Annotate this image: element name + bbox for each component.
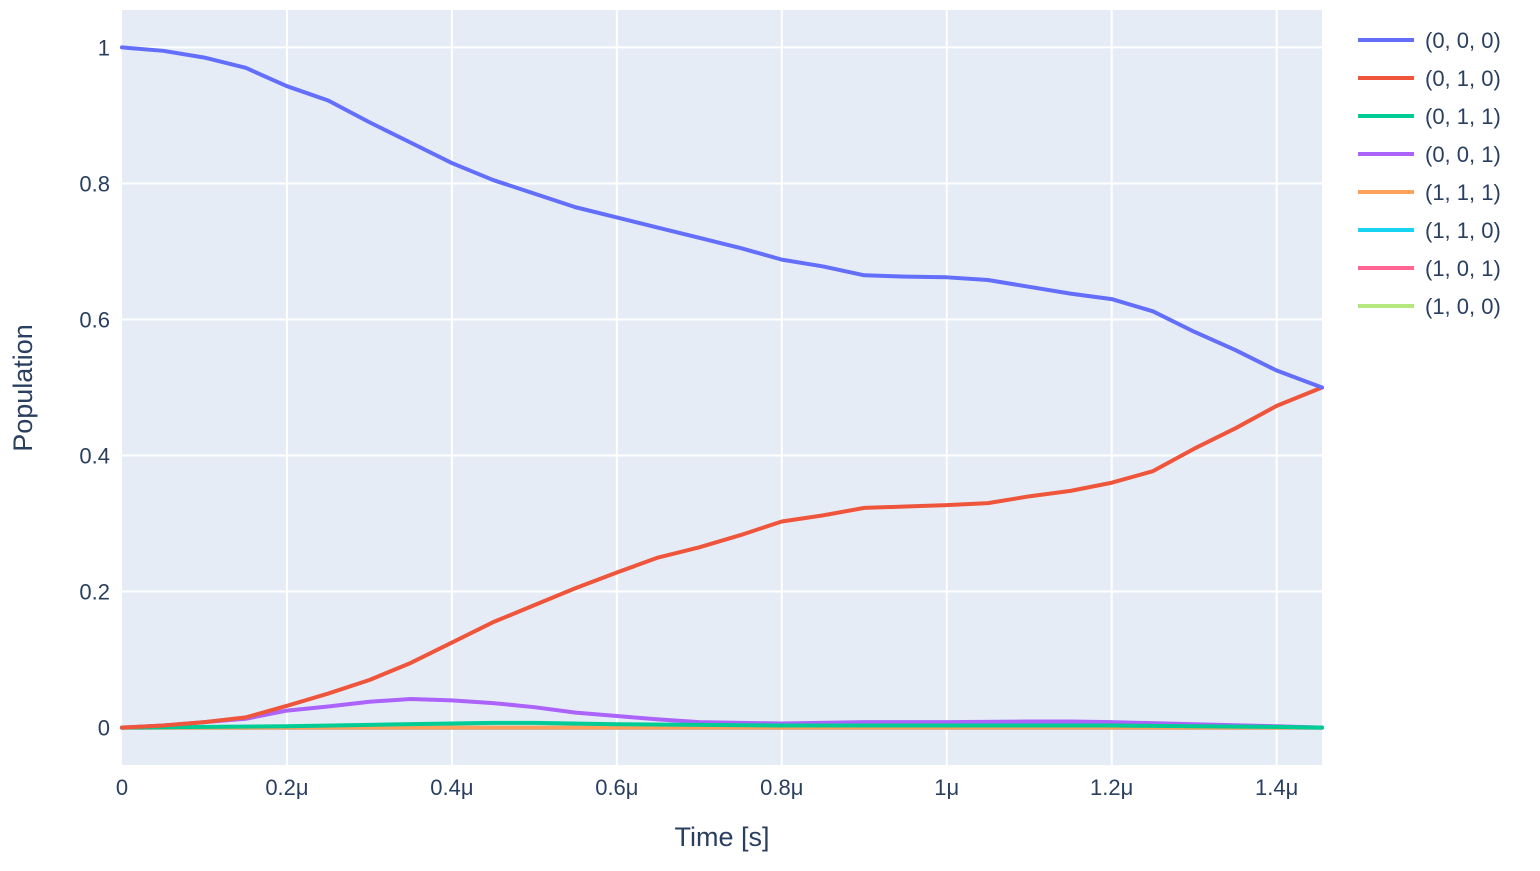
- legend-label: (0, 1, 0): [1425, 66, 1501, 91]
- series-line: [120, 385, 1324, 730]
- legend-item[interactable]: (0, 1, 0): [1358, 66, 1501, 91]
- x-tick-label: 0.6μ: [595, 775, 638, 800]
- y-tick-label: 0.6: [79, 307, 110, 332]
- legend-label: (0, 1, 1): [1425, 104, 1501, 129]
- legend-item[interactable]: (1, 0, 1): [1358, 256, 1501, 281]
- x-tick-label: 0.8μ: [760, 775, 803, 800]
- x-tick-label: 0.2μ: [265, 775, 308, 800]
- legend-item[interactable]: (0, 0, 1): [1358, 142, 1501, 167]
- x-tick-label: 0: [116, 775, 128, 800]
- legend[interactable]: (0, 0, 0) (0, 1, 0) (0, 1, 1) (0, 0, 1) (1, …: [1358, 28, 1501, 319]
- x-axis-ticks: 0 0.2μ 0.4μ 0.6μ 0.8μ 1μ 1.2μ 1.4μ: [116, 775, 1298, 800]
- y-tick-label: 0.4: [79, 444, 110, 469]
- y-tick-label: 0.2: [79, 580, 110, 605]
- legend-label: (1, 0, 1): [1425, 256, 1501, 281]
- legend-item[interactable]: (1, 0, 0): [1358, 294, 1501, 319]
- y-axis-ticks: 0 0.2 0.4 0.6 0.8 1: [79, 35, 110, 740]
- x-tick-label: 1.2μ: [1090, 775, 1133, 800]
- series-lines: [120, 45, 1324, 730]
- x-tick-label: 1.4μ: [1255, 775, 1298, 800]
- legend-label: (1, 0, 0): [1425, 294, 1501, 319]
- plot-area-background: [122, 10, 1322, 765]
- x-axis-title: Time [s]: [674, 822, 769, 852]
- y-tick-label: 1: [98, 35, 110, 60]
- legend-item[interactable]: (0, 1, 1): [1358, 104, 1501, 129]
- x-tick-label: 1μ: [934, 775, 959, 800]
- legend-label: (0, 0, 1): [1425, 142, 1501, 167]
- y-tick-label: 0.8: [79, 171, 110, 196]
- series-line: [120, 45, 1324, 390]
- x-tick-label: 0.4μ: [430, 775, 473, 800]
- y-axis-title: Population: [8, 324, 38, 452]
- legend-item[interactable]: (1, 1, 0): [1358, 218, 1501, 243]
- legend-label: (1, 1, 0): [1425, 218, 1501, 243]
- legend-item[interactable]: (0, 0, 0): [1358, 28, 1501, 53]
- series-line: [120, 720, 1324, 730]
- legend-item[interactable]: (1, 1, 1): [1358, 180, 1501, 205]
- legend-label: (1, 1, 1): [1425, 180, 1501, 205]
- y-tick-label: 0: [98, 716, 110, 741]
- legend-label: (0, 0, 0): [1425, 28, 1501, 53]
- grid-lines: [122, 10, 1322, 765]
- series-line: [120, 697, 1324, 730]
